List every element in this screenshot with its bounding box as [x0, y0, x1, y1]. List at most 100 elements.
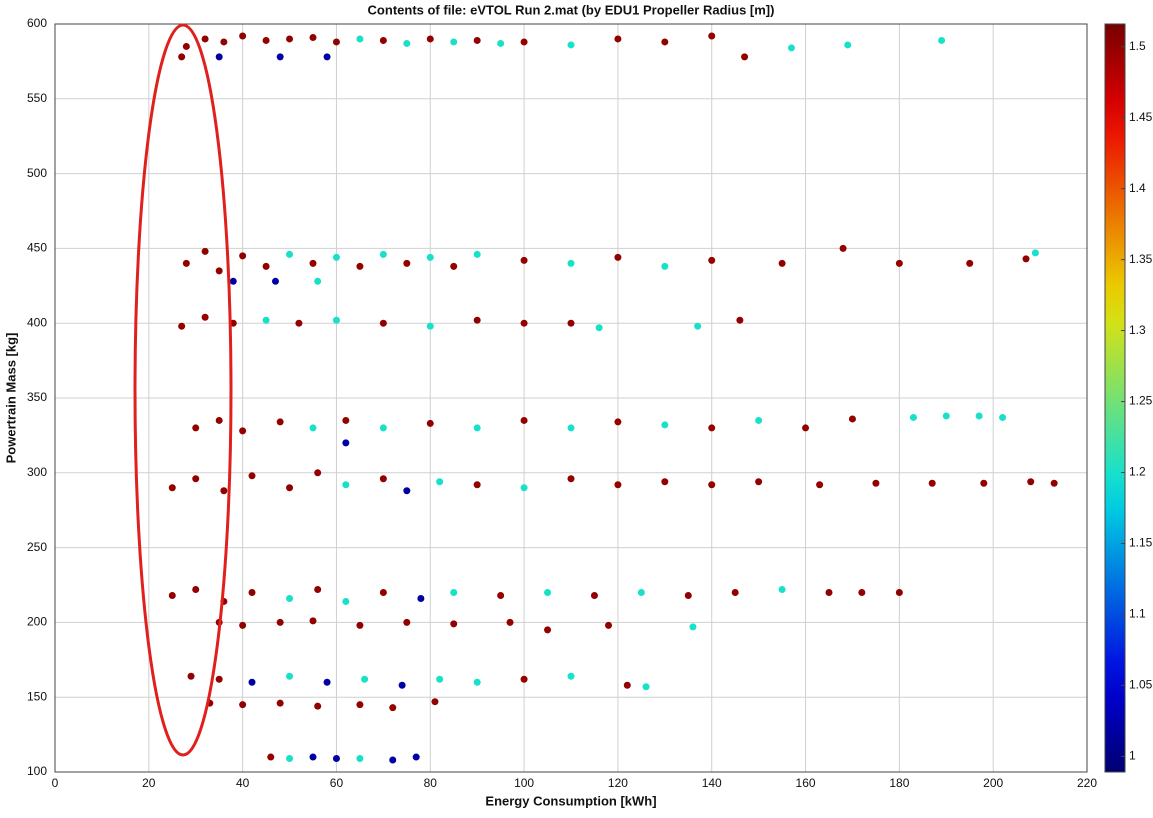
scatter-point — [520, 484, 528, 492]
scatter-point — [286, 484, 294, 492]
scatter-point — [872, 479, 880, 487]
colorbar-tick-label: 1.2 — [1129, 465, 1146, 479]
scatter-point — [356, 621, 364, 629]
scatter-point — [966, 259, 974, 267]
scatter-point — [379, 250, 387, 258]
scatter-point — [497, 591, 505, 599]
scatter-point — [544, 626, 552, 634]
scatter-point — [168, 484, 176, 492]
scatter-point — [342, 481, 350, 489]
scatter-point — [403, 487, 411, 495]
scatter-point — [276, 418, 284, 426]
scatter-point — [1031, 249, 1039, 257]
scatter-point — [239, 32, 247, 40]
x-tick-label: 20 — [142, 776, 156, 790]
scatter-point — [389, 756, 397, 764]
scatter-point — [314, 702, 322, 710]
scatter-point — [1022, 255, 1030, 263]
scatter-point — [839, 244, 847, 252]
scatter-point — [295, 319, 303, 327]
scatter-point — [262, 316, 270, 324]
chart-title: Contents of file: eVTOL Run 2.mat (by ED… — [368, 2, 775, 17]
scatter-point — [332, 38, 340, 46]
scatter-point — [778, 585, 786, 593]
y-tick-label: 300 — [27, 465, 47, 479]
y-tick-label: 250 — [27, 540, 47, 554]
scatter-point — [942, 412, 950, 420]
colorbar-tick-label: 1 — [1129, 749, 1136, 763]
scatter-point — [356, 701, 364, 709]
x-tick-label: 40 — [236, 776, 250, 790]
scatter-point — [215, 267, 223, 275]
scatter-point — [567, 424, 575, 432]
scatter-point — [309, 424, 317, 432]
scatter-point — [661, 478, 669, 486]
scatter-point — [248, 678, 256, 686]
scatter-point — [267, 753, 275, 761]
scatter-point — [473, 250, 481, 258]
scatter-point — [182, 259, 190, 267]
scatter-point — [309, 33, 317, 41]
scatter-point — [614, 418, 622, 426]
scatter-point — [661, 421, 669, 429]
scatter-point — [473, 424, 481, 432]
scatter-point — [661, 38, 669, 46]
scatter-point — [239, 427, 247, 435]
scatter-point — [736, 316, 744, 324]
scatter-point — [567, 259, 575, 267]
y-tick-label: 600 — [27, 16, 47, 30]
scatter-point — [379, 424, 387, 432]
scatter-point — [276, 618, 284, 626]
x-tick-label: 60 — [330, 776, 344, 790]
scatter-point — [661, 262, 669, 270]
scatter-point — [848, 415, 856, 423]
scatter-point — [708, 424, 716, 432]
scatter-point — [192, 475, 200, 483]
scatter-point — [544, 588, 552, 596]
scatter-point — [623, 681, 631, 689]
scatter-point — [473, 481, 481, 489]
scatter-point — [286, 35, 294, 43]
x-tick-label: 100 — [514, 776, 534, 790]
scatter-point — [741, 53, 749, 61]
scatter-point — [637, 588, 645, 596]
colorbar-tick-label: 1.1 — [1129, 607, 1146, 621]
scatter-point — [431, 698, 439, 706]
y-tick-label: 450 — [27, 241, 47, 255]
scatter-point — [755, 478, 763, 486]
colorbar-tick-label: 1.05 — [1129, 678, 1153, 692]
highlight-ellipse — [133, 23, 233, 757]
plot-area — [54, 23, 1088, 773]
scatter-point — [403, 39, 411, 47]
scatter-point — [342, 416, 350, 424]
scatter-point — [229, 277, 237, 285]
scatter-point — [286, 672, 294, 680]
scatter-point — [309, 617, 317, 625]
scatter-point — [248, 472, 256, 480]
scatter-point — [520, 675, 528, 683]
scatter-point — [450, 620, 458, 628]
scatter-point — [567, 319, 575, 327]
scatter-point — [520, 256, 528, 264]
scatter-point — [787, 44, 795, 52]
scatter-point — [239, 701, 247, 709]
scatter-point — [825, 588, 833, 596]
scatter-point — [168, 591, 176, 599]
scatter-point — [361, 675, 369, 683]
scatter-point — [286, 250, 294, 258]
scatter-point — [999, 413, 1007, 421]
scatter-point — [426, 322, 434, 330]
scatter-point — [426, 253, 434, 261]
x-tick-label: 120 — [608, 776, 628, 790]
scatter-point — [473, 316, 481, 324]
scatter-point — [187, 672, 195, 680]
scatter-point — [192, 585, 200, 593]
scatter-point — [178, 53, 186, 61]
plot-frame — [54, 23, 1088, 773]
scatter-point — [520, 416, 528, 424]
scatter-point — [980, 479, 988, 487]
colorbar-tick-label: 1.25 — [1129, 394, 1153, 408]
scatter-point — [309, 259, 317, 267]
scatter-point — [220, 487, 228, 495]
